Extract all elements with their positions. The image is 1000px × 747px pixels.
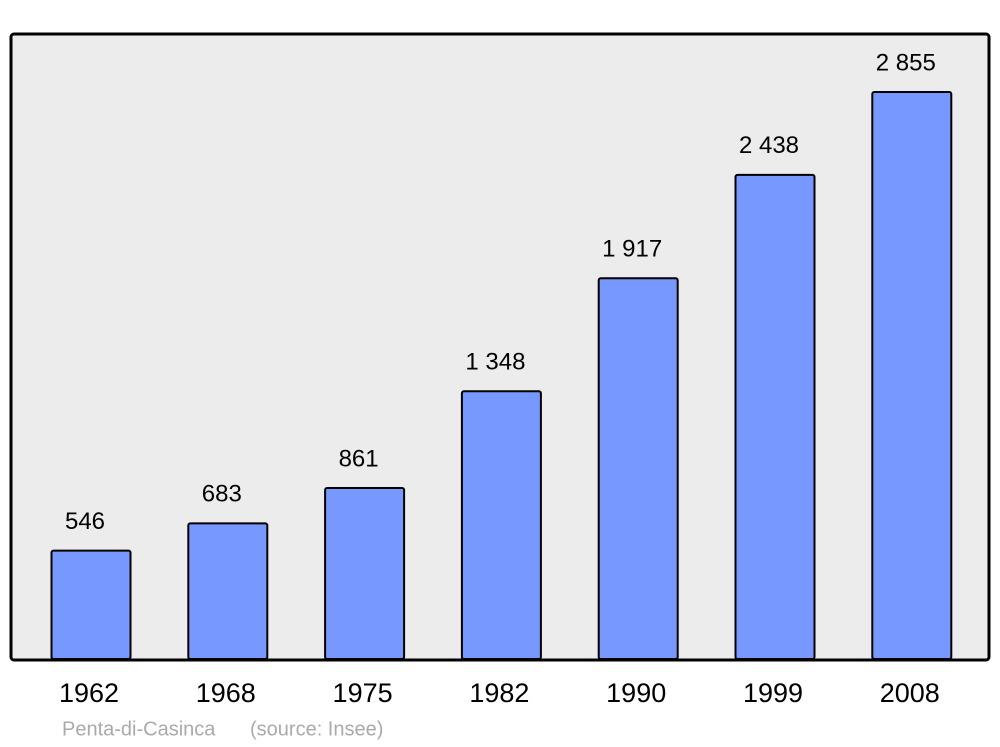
x-tick-label: 2008 [880, 678, 940, 708]
bar [460, 390, 542, 660]
source: (source: Insee) [250, 718, 383, 740]
x-tick-label: 1968 [196, 678, 256, 708]
value-label: 546 [65, 508, 105, 535]
bar [597, 277, 679, 660]
bar [187, 522, 269, 660]
x-tick-label: 1962 [59, 678, 119, 708]
x-tick-label: 1982 [469, 678, 529, 708]
x-tick-label: 1990 [606, 678, 666, 708]
value-label: 683 [202, 481, 242, 508]
bar [871, 90, 953, 660]
value-label: 2 438 [739, 132, 799, 159]
value-label: 2 855 [876, 49, 936, 76]
value-label: 1 348 [465, 349, 525, 376]
value-label: 861 [339, 445, 379, 472]
value-label: 1 917 [602, 236, 662, 263]
bar [324, 487, 406, 661]
x-tick-label: 1975 [333, 678, 393, 708]
bar [50, 549, 132, 661]
bar [734, 173, 816, 661]
caption: Penta-di-Casinca [62, 718, 216, 740]
x-tick-label: 1999 [743, 678, 803, 708]
